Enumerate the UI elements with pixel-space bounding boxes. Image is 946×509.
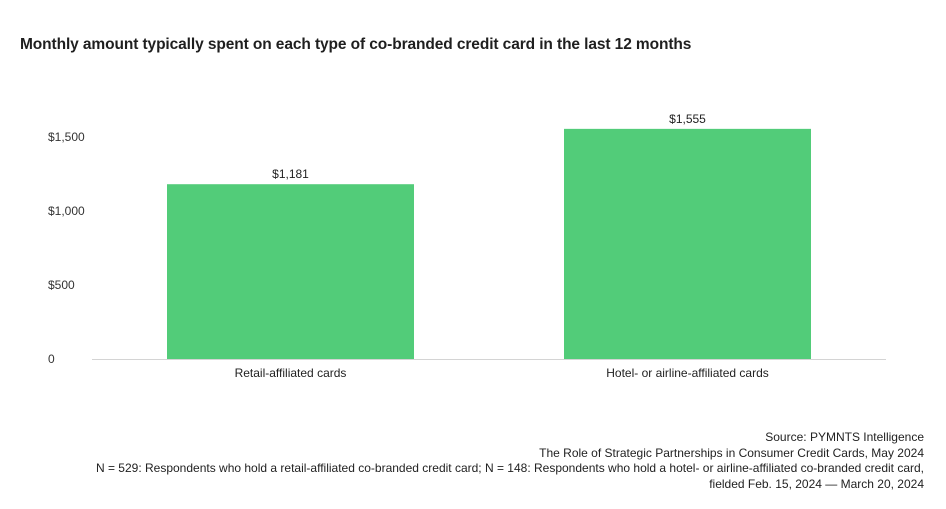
y-tick-label: $1,000	[48, 204, 85, 218]
sample-note: N = 529: Respondents who hold a retail-a…	[95, 461, 924, 475]
source-note: Source: PYMNTS Intelligence	[765, 430, 924, 444]
bar-1	[167, 184, 414, 359]
chart-title: Monthly amount typically spent on each t…	[20, 36, 692, 53]
x-category-label: Hotel- or airline-affiliated cards	[606, 366, 769, 380]
fielded-note: fielded Feb. 15, 2024 — March 20, 2024	[709, 476, 924, 491]
bar-value-label: $1,555	[669, 112, 706, 126]
report-note: The Role of Strategic Partnerships in Co…	[539, 445, 924, 460]
bar-2	[564, 128, 811, 359]
bar-value-label: $1,181	[272, 167, 309, 181]
y-tick-label: $1,500	[48, 130, 85, 144]
y-tick-label: 0	[48, 352, 55, 366]
chart-footer: Source: PYMNTS Intelligence The Role of …	[96, 430, 924, 492]
y-tick-label: $500	[48, 278, 75, 292]
x-category-label: Retail-affiliated cards	[235, 366, 347, 380]
